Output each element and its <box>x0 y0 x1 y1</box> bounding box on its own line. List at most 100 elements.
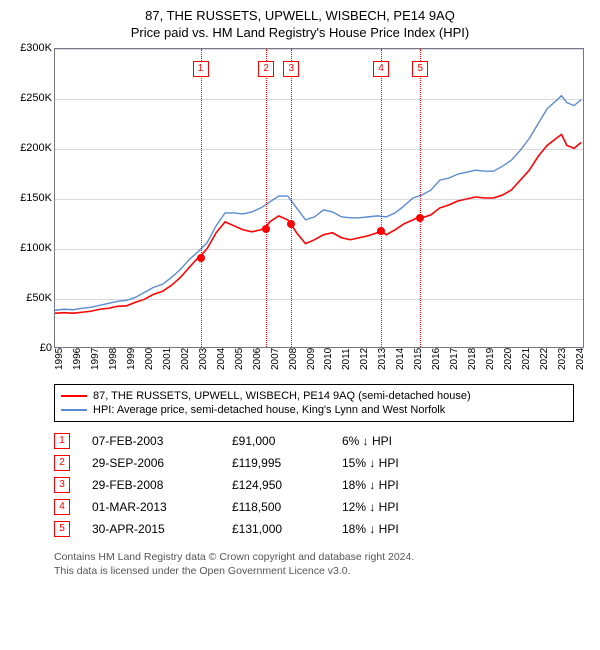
transaction-index-box: 1 <box>54 433 70 449</box>
x-tick-label: 2015 <box>413 348 424 370</box>
transaction-point <box>416 214 424 222</box>
x-tick-label: 2018 <box>467 348 478 370</box>
transaction-marker: 2 <box>258 61 274 77</box>
y-tick-label: £50K <box>26 292 52 304</box>
x-tick-label: 1996 <box>72 348 83 370</box>
transaction-marker: 1 <box>193 61 209 77</box>
transaction-date: 01-MAR-2013 <box>92 500 232 514</box>
gridline-h <box>55 99 583 100</box>
transaction-row: 3 29-FEB-2008£124,95018% ↓ HPI <box>54 474 574 496</box>
plot-area: 12345 <box>54 48 584 348</box>
x-tick-label: 2017 <box>449 348 460 370</box>
transaction-price: £131,000 <box>232 522 342 536</box>
transaction-marker: 4 <box>373 61 389 77</box>
x-tick-label: 1997 <box>90 348 101 370</box>
x-tick-label: 2011 <box>341 348 352 370</box>
gridline-h <box>55 199 583 200</box>
transaction-price: £118,500 <box>232 500 342 514</box>
transaction-vline <box>420 49 421 347</box>
y-tick-label: £100K <box>20 242 52 254</box>
transaction-vline <box>201 49 202 347</box>
x-tick-label: 2016 <box>431 348 442 370</box>
x-tick-label: 2005 <box>234 348 245 370</box>
transaction-price: £119,995 <box>232 456 342 470</box>
x-tick-label: 1998 <box>108 348 119 370</box>
y-tick-label: £150K <box>20 192 52 204</box>
x-tick-label: 2013 <box>377 348 388 370</box>
legend-swatch <box>61 395 87 397</box>
x-tick-label: 2010 <box>323 348 334 370</box>
y-tick-label: £200K <box>20 142 52 154</box>
footer-line-1: Contains HM Land Registry data © Crown c… <box>54 550 574 564</box>
y-axis-labels: £0£50K£100K£150K£200K£250K£300K <box>10 48 54 348</box>
legend-label: 87, THE RUSSETS, UPWELL, WISBECH, PE14 9… <box>93 390 471 402</box>
transaction-index-box: 4 <box>54 499 70 515</box>
x-tick-label: 2021 <box>521 348 532 370</box>
x-tick-label: 2007 <box>270 348 281 370</box>
x-tick-label: 2001 <box>162 348 173 370</box>
x-tick-label: 2008 <box>288 348 299 370</box>
transaction-delta: 18% ↓ HPI <box>342 522 442 536</box>
line-series-svg <box>55 49 583 347</box>
x-tick-label: 2022 <box>539 348 550 370</box>
chart-subtitle: Price paid vs. HM Land Registry's House … <box>10 25 590 40</box>
transaction-row: 530-APR-2015£131,00018% ↓ HPI <box>54 518 574 540</box>
transaction-row: 4 01-MAR-2013£118,50012% ↓ HPI <box>54 496 574 518</box>
transaction-date: 29-FEB-2008 <box>92 478 232 492</box>
transaction-delta: 18% ↓ HPI <box>342 478 442 492</box>
footer-line-2: This data is licensed under the Open Gov… <box>54 564 574 578</box>
transaction-index-box: 2 <box>54 455 70 471</box>
x-axis-labels: 1995199619971998199920002001200220032004… <box>54 354 584 378</box>
gridline-h <box>55 249 583 250</box>
transaction-price: £91,000 <box>232 434 342 448</box>
transaction-price: £124,950 <box>232 478 342 492</box>
transaction-delta: 12% ↓ HPI <box>342 500 442 514</box>
x-tick-label: 2012 <box>359 348 370 370</box>
transaction-row: 1 07-FEB-2003£91,0006% ↓ HPI <box>54 430 574 452</box>
transaction-index-box: 3 <box>54 477 70 493</box>
x-tick-label: 2024 <box>575 348 586 370</box>
legend-box: 87, THE RUSSETS, UPWELL, WISBECH, PE14 9… <box>54 384 574 422</box>
transaction-table: 107-FEB-2003£91,0006% ↓ HPI229-SEP-2006£… <box>54 430 574 540</box>
x-tick-label: 2009 <box>306 348 317 370</box>
chart-title: 87, THE RUSSETS, UPWELL, WISBECH, PE14 9… <box>10 8 590 23</box>
x-tick-label: 1995 <box>54 348 65 370</box>
transaction-index-box: 5 <box>54 521 70 537</box>
transaction-delta: 6% ↓ HPI <box>342 434 442 448</box>
x-tick-label: 2014 <box>395 348 406 370</box>
gridline-h <box>55 49 583 50</box>
transaction-point <box>377 227 385 235</box>
transaction-marker: 5 <box>412 61 428 77</box>
x-tick-label: 2006 <box>252 348 263 370</box>
transaction-point <box>197 254 205 262</box>
x-tick-label: 1999 <box>126 348 137 370</box>
legend-row: 87, THE RUSSETS, UPWELL, WISBECH, PE14 9… <box>61 389 567 403</box>
gridline-h <box>55 149 583 150</box>
legend-label: HPI: Average price, semi-detached house,… <box>93 404 445 416</box>
x-tick-label: 2020 <box>503 348 514 370</box>
series-line <box>55 134 581 313</box>
y-tick-label: £250K <box>20 92 52 104</box>
y-tick-label: £0 <box>40 342 52 354</box>
series-line <box>55 96 581 311</box>
transaction-date: 07-FEB-2003 <box>92 434 232 448</box>
transaction-row: 2 29-SEP-2006£119,99515% ↓ HPI <box>54 452 574 474</box>
legend-swatch <box>61 409 87 411</box>
transaction-vline <box>291 49 292 347</box>
x-tick-label: 2003 <box>198 348 209 370</box>
x-tick-label: 2023 <box>557 348 568 370</box>
transaction-point <box>262 225 270 233</box>
footer-attribution: Contains HM Land Registry data © Crown c… <box>54 550 574 578</box>
transaction-date: 29-SEP-2006 <box>92 456 232 470</box>
x-tick-label: 2000 <box>144 348 155 370</box>
y-tick-label: £300K <box>20 42 52 54</box>
transaction-delta: 15% ↓ HPI <box>342 456 442 470</box>
x-tick-label: 2002 <box>180 348 191 370</box>
transaction-marker: 3 <box>283 61 299 77</box>
chart-area: £0£50K£100K£150K£200K£250K£300K 12345 19… <box>10 48 590 378</box>
transaction-vline <box>266 49 267 347</box>
x-tick-label: 2004 <box>216 348 227 370</box>
transaction-vline <box>381 49 382 347</box>
gridline-h <box>55 299 583 300</box>
x-tick-label: 2019 <box>485 348 496 370</box>
